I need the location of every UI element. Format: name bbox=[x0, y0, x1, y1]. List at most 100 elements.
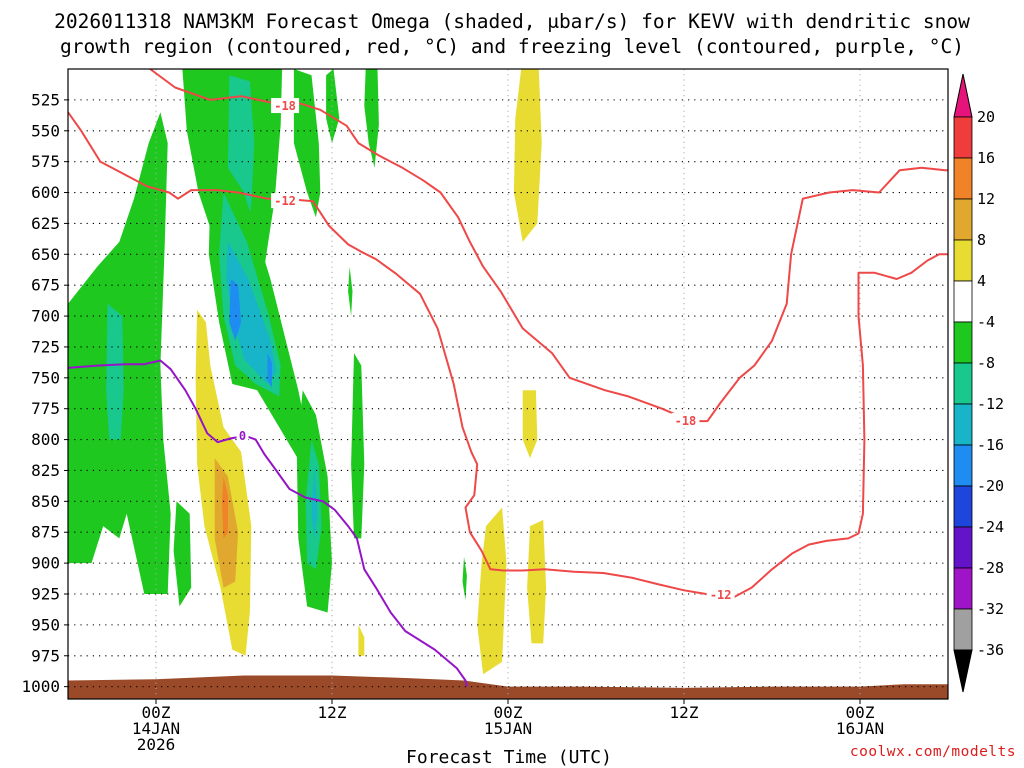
dendritic-label-extra-0-bg bbox=[671, 413, 700, 429]
y-tick-label-675: 675 bbox=[31, 276, 60, 295]
dendritic-label-0: -18 bbox=[274, 99, 296, 113]
dendritic-contour-0 bbox=[149, 69, 948, 423]
y-tick-label-625: 625 bbox=[31, 214, 60, 233]
omega-region-lower-cyan-core bbox=[311, 464, 318, 539]
dendritic-contours bbox=[68, 69, 948, 602]
freezing-level-label-bg bbox=[236, 427, 249, 443]
colorbar-bin--16--12 bbox=[953, 403, 973, 446]
colorbar-bin--36--32 bbox=[953, 608, 973, 651]
colorbar-label--8: -8 bbox=[977, 354, 995, 372]
dendritic-contour-1 bbox=[68, 111, 948, 602]
colorbar-label--4: -4 bbox=[977, 313, 995, 331]
omega-region-small-green-strip-2 bbox=[351, 353, 365, 539]
omega-region-yellow-small-blob bbox=[358, 624, 365, 656]
x-axis-title: Forecast Time (UTC) bbox=[406, 747, 612, 768]
terrain-polygon bbox=[68, 675, 948, 699]
contour-labels: -18 -12 -18 -12 0 bbox=[236, 98, 735, 603]
colorbar-label--12: -12 bbox=[977, 395, 1004, 413]
x-tick-label-54-0: 00Z bbox=[846, 703, 875, 722]
freezing-level-line bbox=[68, 359, 468, 687]
y-tick-label-550: 550 bbox=[31, 121, 60, 140]
colorbar-label--24: -24 bbox=[977, 518, 1004, 536]
dendritic-label-0-bg bbox=[271, 98, 300, 114]
y-tick-label-750: 750 bbox=[31, 368, 60, 387]
colorbar-label--32: -32 bbox=[977, 600, 1004, 618]
colorbar-label-8: 8 bbox=[977, 231, 986, 249]
omega-region-yellow-lower-plume-2 bbox=[527, 519, 547, 644]
omega-region-mid-cyan-plume bbox=[226, 241, 277, 384]
terrain-fill bbox=[68, 675, 948, 699]
y-tick-label-800: 800 bbox=[31, 430, 60, 449]
x-tick-label-30-1: 15JAN bbox=[484, 719, 532, 738]
freezing-level-contour bbox=[68, 359, 468, 687]
x-tick-label-6-1: 14JAN bbox=[132, 719, 180, 738]
y-tick-label-525: 525 bbox=[31, 90, 60, 109]
colorbar-bin-12-16 bbox=[953, 157, 973, 200]
x-tick-label-6-2: 2026 bbox=[137, 735, 176, 754]
x-tick-label-42-0: 12Z bbox=[670, 703, 699, 722]
colorbar-bin-16-20 bbox=[953, 116, 973, 159]
y-tick-label-925: 925 bbox=[31, 585, 60, 604]
colorbar-bin-4-8 bbox=[953, 239, 973, 282]
y-tick-label-875: 875 bbox=[31, 523, 60, 542]
credit-text: coolwx.com/modelts bbox=[850, 744, 1016, 760]
colorbar-label-12: 12 bbox=[977, 190, 995, 208]
colorbar-label--28: -28 bbox=[977, 559, 1004, 577]
y-tick-label-1000: 1000 bbox=[21, 677, 60, 696]
colorbar-label-4: 4 bbox=[977, 272, 986, 290]
x-tick-label-54-1: 16JAN bbox=[836, 719, 884, 738]
omega-region-yellow-mid-blob bbox=[522, 390, 538, 459]
colorbar-bin--20--16 bbox=[953, 444, 973, 487]
colorbar-label-20: 20 bbox=[977, 108, 995, 126]
y-tick-label-775: 775 bbox=[31, 399, 60, 418]
omega-region-yellow-upper-plume bbox=[513, 69, 542, 242]
chart-title-line-2: growth region (contoured, red, °C) and f… bbox=[60, 35, 964, 58]
colorbar-bin-8-12 bbox=[953, 198, 973, 241]
omega-region-small-green-strip bbox=[348, 266, 353, 317]
freezing-level-label: 0 bbox=[239, 429, 246, 443]
y-tick-label-650: 650 bbox=[31, 245, 60, 264]
colorbar-bin--4-4 bbox=[953, 280, 973, 323]
omega-region-mid-blue-core bbox=[229, 279, 242, 341]
omega-region-left-green-plume-2 bbox=[173, 501, 192, 607]
x-tick-label-18-0: 12Z bbox=[318, 703, 347, 722]
colorbar-bin--28--24 bbox=[953, 526, 973, 569]
colorbar-bin--12--8 bbox=[953, 362, 973, 405]
y-tick-label-975: 975 bbox=[31, 646, 60, 665]
y-axis-pressure: 525 550 575 600 625 650 675 700 725 750 775 800 825 8… bbox=[21, 90, 68, 696]
colorbar-label--20: -20 bbox=[977, 477, 1004, 495]
dendritic-label-extra-1-bg bbox=[706, 587, 735, 603]
y-tick-label-900: 900 bbox=[31, 554, 60, 573]
omega-region-mid-blue-core-2 bbox=[267, 353, 272, 388]
omega-region-small-green-strip-3 bbox=[462, 556, 467, 601]
colorbar: 20 16 12 8 4 -4 -8 -12 -16 -20 -24 -28 -32 -36 bbox=[953, 73, 1004, 693]
y-tick-label-850: 850 bbox=[31, 492, 60, 511]
colorbar-label--16: -16 bbox=[977, 436, 1004, 454]
dendritic-label-extra-0: -18 bbox=[675, 414, 697, 428]
x-tick-label-6-0: 00Z bbox=[142, 703, 171, 722]
y-tick-label-700: 700 bbox=[31, 307, 60, 326]
dendritic-label-extra-1: -12 bbox=[710, 588, 732, 602]
colorbar-bin--8--4 bbox=[953, 321, 973, 364]
y-tick-label-600: 600 bbox=[31, 183, 60, 202]
colorbar-label-16: 16 bbox=[977, 149, 995, 167]
y-tick-label-825: 825 bbox=[31, 461, 60, 480]
chart-title-line-1: 2026011318 NAM3KM Forecast Omega (shaded… bbox=[54, 10, 970, 33]
omega-region-right-green-plume-3 bbox=[364, 69, 379, 168]
y-tick-label-725: 725 bbox=[31, 337, 60, 356]
colorbar-bin--24--20 bbox=[953, 485, 973, 528]
omega-region-yellow-lower-plume bbox=[477, 507, 507, 675]
omega-region-right-green-plume-2 bbox=[326, 69, 340, 144]
colorbar-bin--32--28 bbox=[953, 567, 973, 610]
dendritic-label-1-bg bbox=[271, 193, 300, 209]
dendritic-label-1: -12 bbox=[274, 194, 296, 208]
plot-gridlines bbox=[68, 69, 948, 699]
colorbar-label--36: -36 bbox=[977, 641, 1004, 659]
omega-shaded-fields bbox=[68, 69, 547, 675]
colorbar-bottom-extend bbox=[953, 649, 973, 693]
omega-region-red-left-core bbox=[222, 476, 228, 539]
y-tick-label-575: 575 bbox=[31, 152, 60, 171]
omega-region-right-green-plume bbox=[293, 69, 321, 218]
